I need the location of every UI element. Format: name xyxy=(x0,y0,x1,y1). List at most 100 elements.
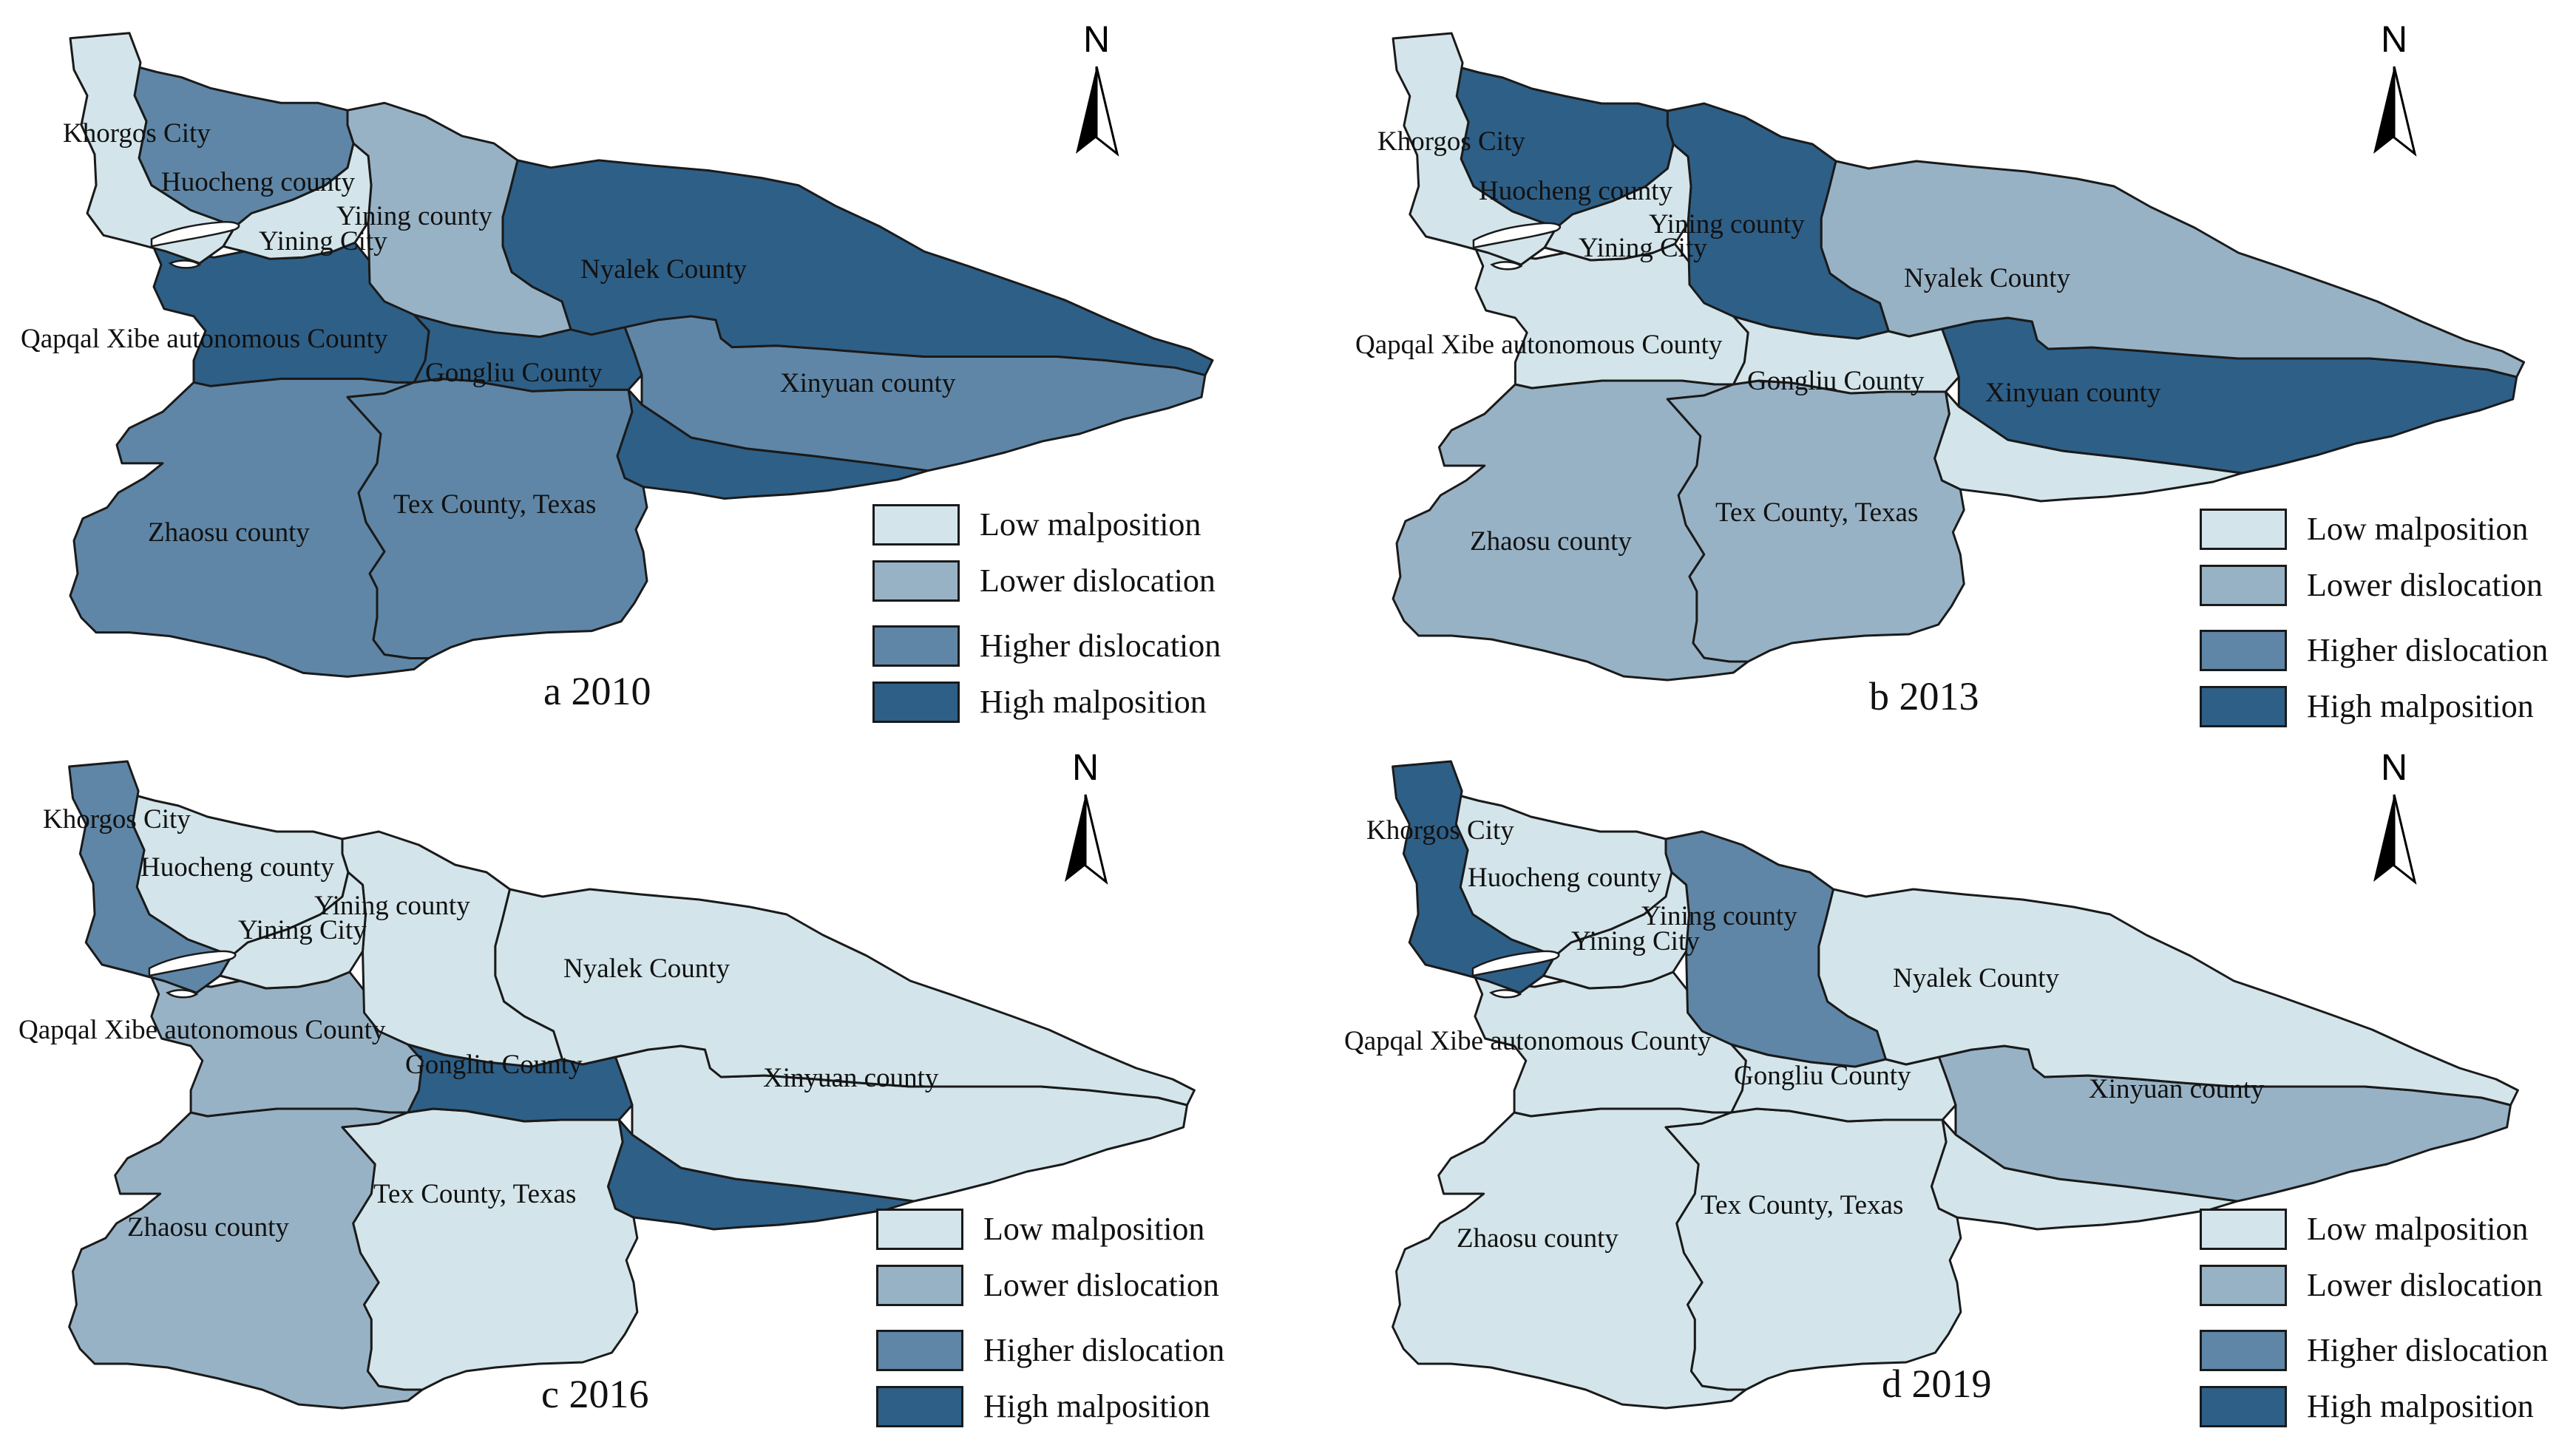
legend-swatch xyxy=(2200,1209,2287,1250)
legend: Low malposition Lower dislocation Higher d… xyxy=(872,504,1287,726)
legend-label: Lower dislocation xyxy=(980,563,1216,599)
legend-swatch xyxy=(876,1265,963,1306)
label-khorgos: Khorgos City xyxy=(63,118,211,149)
label-tex: Tex County, Texas xyxy=(1701,1190,1904,1220)
legend-label: Higher dislocation xyxy=(2307,632,2549,668)
label-nyalek: Nyalek County xyxy=(1904,263,2071,293)
label-yining-county: Yining county xyxy=(1649,209,1805,239)
label-huocheng: Huocheng county xyxy=(1479,176,1673,206)
legend-label: Low malposition xyxy=(980,506,1201,543)
river-1 xyxy=(150,221,240,248)
map-panel-2010: N Khorgos City Huocheng county Yining count… xyxy=(0,0,1288,724)
legend-swatch xyxy=(2200,1330,2287,1371)
legend-item: Lower dislocation xyxy=(2200,1265,2576,1308)
label-tex: Tex County, Texas xyxy=(393,489,597,520)
legend-swatch xyxy=(872,625,960,667)
legend-item: Higher dislocation xyxy=(872,625,1287,668)
legend-item: Low malposition xyxy=(2200,509,2576,551)
label-zhaosu: Zhaosu county xyxy=(127,1212,289,1243)
label-xinyuan: Xinyuan county xyxy=(780,368,956,398)
label-qapqal: Qapqal Xibe autonomous County xyxy=(1344,1026,1712,1056)
label-tex: Tex County, Texas xyxy=(1715,497,1919,528)
north-label: N xyxy=(1083,18,1111,60)
legend-swatch xyxy=(2200,1386,2287,1427)
panel-caption: b 2013 xyxy=(1869,674,1979,718)
label-xinyuan: Xinyuan county xyxy=(1985,378,2161,408)
panel-caption: a 2010 xyxy=(543,669,651,713)
legend-swatch xyxy=(2200,509,2287,550)
label-qapqal: Qapqal Xibe autonomous County xyxy=(21,324,388,354)
river-2 xyxy=(1489,989,1522,999)
county-map xyxy=(69,32,1214,678)
north-arrow-icon xyxy=(1076,66,1119,157)
region-khorgos xyxy=(69,32,237,265)
region-tex xyxy=(1664,1107,1962,1391)
label-yining-county: Yining county xyxy=(314,891,470,921)
legend-label: Lower dislocation xyxy=(983,1267,1219,1303)
legend: Low malposition Lower dislocation Higher d… xyxy=(2200,1209,2576,1430)
map-panel-2016: N Khorgos City Huocheng county Yining count… xyxy=(0,728,1288,1451)
label-zhaosu: Zhaosu county xyxy=(1457,1223,1619,1254)
legend-swatch xyxy=(2200,1265,2287,1306)
legend-swatch xyxy=(2200,630,2287,671)
legend-item: Low malposition xyxy=(2200,1209,2576,1251)
legend-label: Low malposition xyxy=(983,1211,1205,1247)
legend-label: Lower dislocation xyxy=(2307,1267,2543,1303)
label-yining-city: Yining City xyxy=(1579,233,1707,263)
legend-item: Higher dislocation xyxy=(2200,630,2576,673)
legend-label: Higher dislocation xyxy=(2307,1332,2549,1368)
label-huocheng: Huocheng county xyxy=(1468,863,1662,893)
legend-item: Low malposition xyxy=(876,1209,1290,1251)
legend-item: Lower dislocation xyxy=(876,1265,1290,1308)
legend: Low malposition Lower dislocation Higher d… xyxy=(2200,509,2576,730)
label-huocheng: Huocheng county xyxy=(161,167,356,197)
label-yining-city: Yining City xyxy=(1571,926,1700,956)
river-2 xyxy=(166,989,199,999)
panel-caption: c 2016 xyxy=(541,1372,649,1416)
label-gongliu: Gongliu County xyxy=(1747,366,1925,396)
map-panel-2019: N Khorgos City Huocheng county Yining count… xyxy=(1323,728,2576,1451)
legend-swatch xyxy=(872,560,960,602)
river-1 xyxy=(148,950,237,977)
label-khorgos: Khorgos City xyxy=(1366,815,1514,846)
label-nyalek: Nyalek County xyxy=(563,954,731,984)
label-xinyuan: Xinyuan county xyxy=(763,1063,939,1093)
legend-swatch xyxy=(2200,565,2287,606)
label-yining-city: Yining City xyxy=(259,226,387,256)
label-qapqal: Qapqal Xibe autonomous County xyxy=(1355,330,1723,360)
legend-label: Lower dislocation xyxy=(2307,567,2543,603)
legend-item: Lower dislocation xyxy=(2200,565,2576,608)
north-label: N xyxy=(2381,18,2408,60)
label-tex: Tex County, Texas xyxy=(373,1179,577,1209)
region-tex xyxy=(341,1107,639,1391)
legend-label: High malposition xyxy=(983,1388,1210,1424)
legend-item: High malposition xyxy=(872,682,1287,724)
legend-item: Lower dislocation xyxy=(872,560,1287,603)
panel-caption: d 2019 xyxy=(1882,1362,1992,1406)
legend-swatch xyxy=(876,1330,963,1371)
label-huocheng: Huocheng county xyxy=(140,852,335,883)
legend: Low malposition Lower dislocation Higher d… xyxy=(876,1209,1290,1430)
legend-item: Higher dislocation xyxy=(876,1330,1290,1373)
label-zhaosu: Zhaosu county xyxy=(1470,526,1632,557)
legend-label: High malposition xyxy=(2307,1388,2534,1424)
legend-label: Low malposition xyxy=(2307,511,2529,547)
label-yining-county: Yining county xyxy=(336,201,492,231)
north-arrow-icon xyxy=(1065,794,1108,885)
river-1 xyxy=(1471,950,1560,977)
north-label: N xyxy=(2381,747,2408,788)
label-nyalek: Nyalek County xyxy=(1893,963,2060,993)
legend-swatch xyxy=(872,504,960,546)
legend-label: Low malposition xyxy=(2307,1211,2529,1247)
county-map xyxy=(1392,760,2519,1410)
label-gongliu: Gongliu County xyxy=(425,358,603,388)
north-arrow-icon xyxy=(2373,66,2417,157)
map-panel-2013: N Khorgos City Huocheng county Yining count… xyxy=(1323,0,2576,727)
legend-label: Higher dislocation xyxy=(983,1332,1225,1368)
label-khorgos: Khorgos City xyxy=(1377,126,1525,157)
legend-label: Higher dislocation xyxy=(980,628,1221,664)
legend-swatch xyxy=(876,1386,963,1427)
legend-swatch xyxy=(876,1209,963,1250)
label-khorgos: Khorgos City xyxy=(43,804,191,835)
legend-item: High malposition xyxy=(876,1386,1290,1429)
